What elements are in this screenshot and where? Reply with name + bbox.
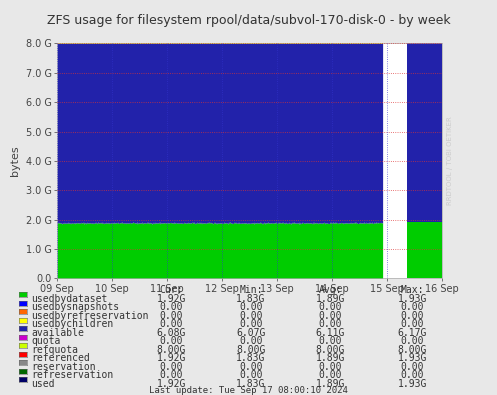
Text: usedbyrefreservation: usedbyrefreservation — [31, 310, 149, 321]
Text: 0.00: 0.00 — [319, 336, 342, 346]
Text: referenced: referenced — [31, 353, 90, 363]
Text: 0.00: 0.00 — [239, 310, 263, 321]
Text: 1.89G: 1.89G — [316, 353, 345, 363]
Text: usedbysnapshots: usedbysnapshots — [31, 302, 119, 312]
Y-axis label: bytes: bytes — [10, 146, 20, 176]
Text: 0.00: 0.00 — [160, 302, 183, 312]
Text: available: available — [31, 327, 84, 338]
Text: 1.89G: 1.89G — [316, 294, 345, 304]
Text: 0.00: 0.00 — [401, 336, 424, 346]
Text: 0.00: 0.00 — [239, 370, 263, 380]
Text: 0.00: 0.00 — [319, 362, 342, 372]
Text: 1.92G: 1.92G — [157, 353, 186, 363]
Text: Min:: Min: — [239, 285, 263, 295]
Text: 8.00G: 8.00G — [157, 344, 186, 355]
Text: 0.00: 0.00 — [160, 370, 183, 380]
Text: 0.00: 0.00 — [319, 319, 342, 329]
Text: 0.00: 0.00 — [319, 310, 342, 321]
Text: 1.83G: 1.83G — [236, 353, 266, 363]
Text: RRDTOOL / TOBI OETIKER: RRDTOOL / TOBI OETIKER — [447, 117, 453, 205]
Text: 1.92G: 1.92G — [157, 378, 186, 389]
Text: usedbydataset: usedbydataset — [31, 294, 108, 304]
Text: refquota: refquota — [31, 344, 79, 355]
Text: 6.08G: 6.08G — [157, 327, 186, 338]
Text: 0.00: 0.00 — [239, 362, 263, 372]
Text: 0.00: 0.00 — [239, 302, 263, 312]
Text: 6.17G: 6.17G — [398, 327, 427, 338]
Text: refreservation: refreservation — [31, 370, 113, 380]
Text: 0.00: 0.00 — [160, 319, 183, 329]
Text: usedbychildren: usedbychildren — [31, 319, 113, 329]
Text: 0.00: 0.00 — [160, 362, 183, 372]
Text: 1.92G: 1.92G — [157, 294, 186, 304]
Text: reservation: reservation — [31, 362, 96, 372]
Text: 0.00: 0.00 — [239, 319, 263, 329]
Text: 8.00G: 8.00G — [236, 344, 266, 355]
Text: 6.07G: 6.07G — [236, 327, 266, 338]
Text: used: used — [31, 378, 55, 389]
Text: 0.00: 0.00 — [160, 336, 183, 346]
Text: Max:: Max: — [401, 285, 424, 295]
Text: 8.00G: 8.00G — [316, 344, 345, 355]
Text: quota: quota — [31, 336, 61, 346]
Text: 6.11G: 6.11G — [316, 327, 345, 338]
Text: Last update: Tue Sep 17 08:00:10 2024: Last update: Tue Sep 17 08:00:10 2024 — [149, 386, 348, 395]
Text: 1.83G: 1.83G — [236, 294, 266, 304]
Text: 1.89G: 1.89G — [316, 378, 345, 389]
Text: 0.00: 0.00 — [319, 302, 342, 312]
Text: 0.00: 0.00 — [401, 310, 424, 321]
Text: 1.83G: 1.83G — [236, 378, 266, 389]
Text: 0.00: 0.00 — [401, 370, 424, 380]
Text: ZFS usage for filesystem rpool/data/subvol-170-disk-0 - by week: ZFS usage for filesystem rpool/data/subv… — [47, 14, 450, 27]
Text: 0.00: 0.00 — [160, 310, 183, 321]
Text: 1.93G: 1.93G — [398, 353, 427, 363]
Text: 0.00: 0.00 — [319, 370, 342, 380]
Text: 0.00: 0.00 — [239, 336, 263, 346]
Text: 0.00: 0.00 — [401, 362, 424, 372]
Text: 1.93G: 1.93G — [398, 294, 427, 304]
Text: Avg:: Avg: — [319, 285, 342, 295]
Text: Cur:: Cur: — [160, 285, 183, 295]
Text: 8.00G: 8.00G — [398, 344, 427, 355]
Text: 1.93G: 1.93G — [398, 378, 427, 389]
Text: 0.00: 0.00 — [401, 302, 424, 312]
Text: 0.00: 0.00 — [401, 319, 424, 329]
